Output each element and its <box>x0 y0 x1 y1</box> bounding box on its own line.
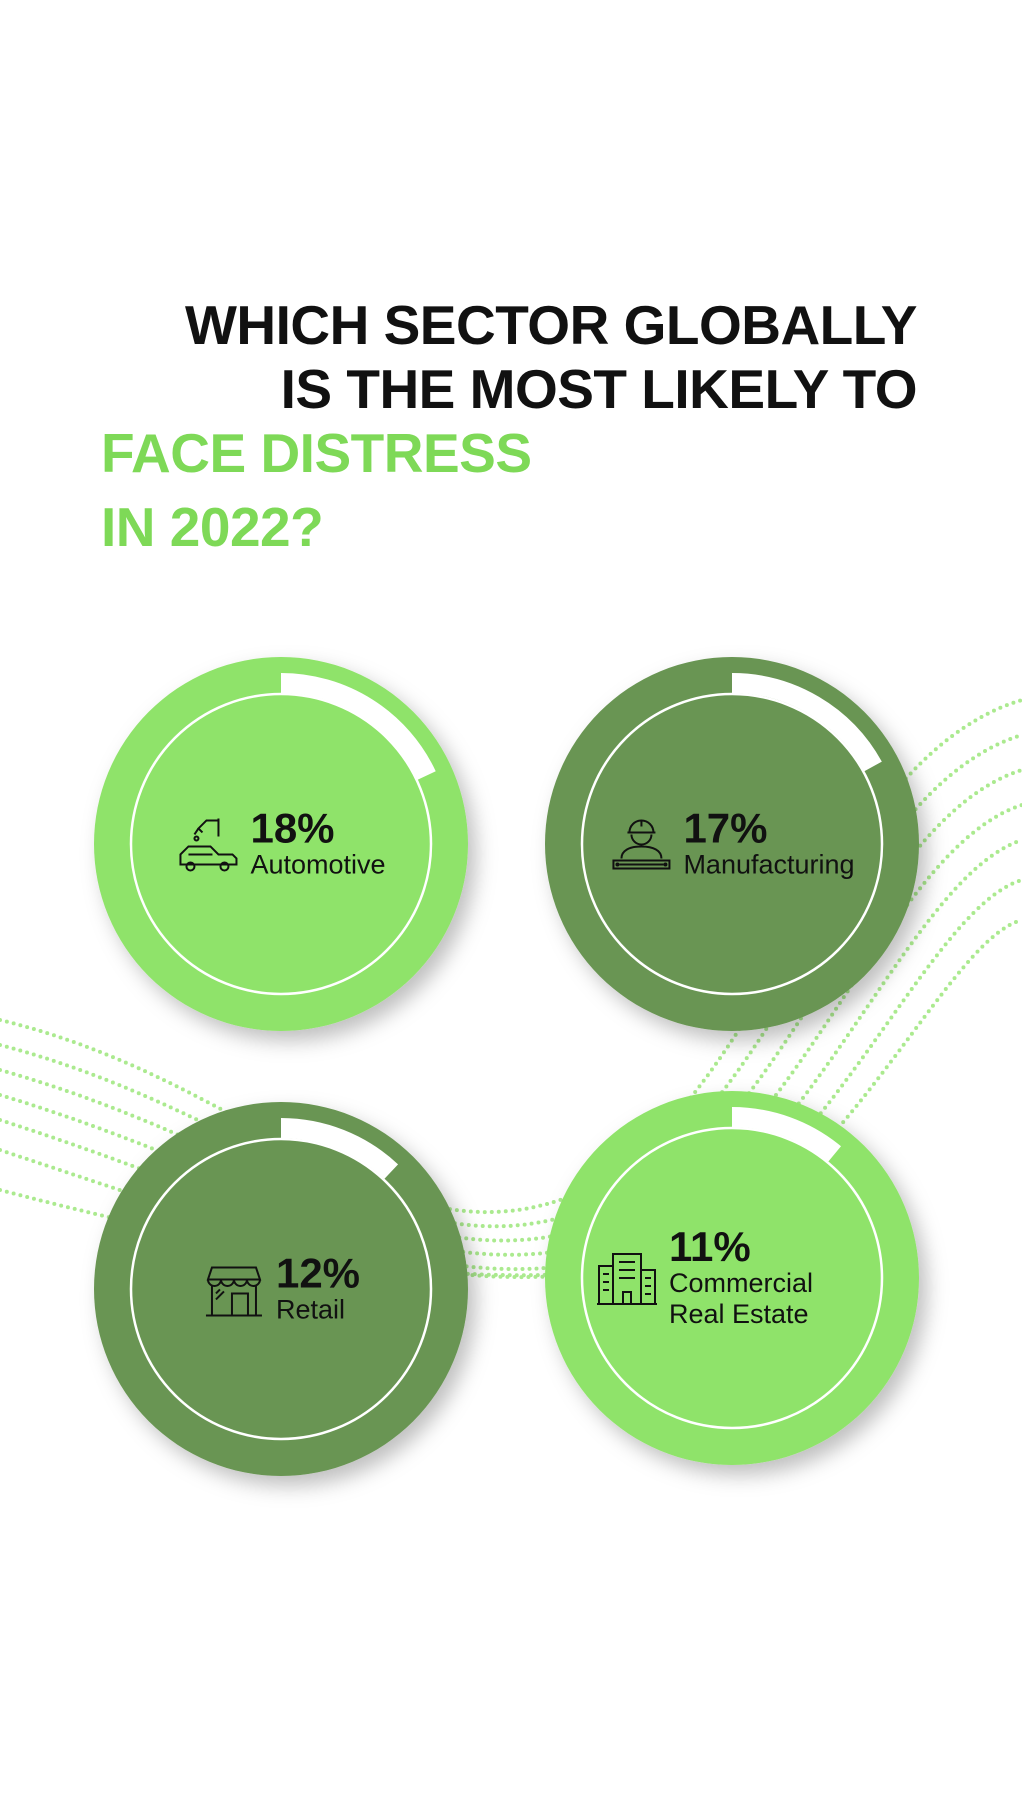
gauge-ring <box>129 1137 433 1441</box>
progress-arc <box>280 673 436 780</box>
gauge-ring <box>580 692 884 996</box>
title-line: IS THE MOST LIKELY TO <box>280 358 918 420</box>
subtitle-line: FACE DISTRESS <box>101 422 532 484</box>
category-label: Automotive <box>250 849 386 880</box>
car-icon <box>179 817 238 871</box>
progress-arc <box>731 1107 841 1162</box>
gauge-disc <box>545 657 919 1031</box>
sector-item: 12% Retail <box>202 1252 360 1325</box>
worker-icon <box>612 818 671 869</box>
building-icon <box>597 1253 657 1305</box>
category-label: Retail <box>275 1294 345 1325</box>
progress-arc <box>280 1118 399 1180</box>
gauge-ring <box>580 1126 884 1430</box>
progress-arc <box>731 673 882 772</box>
category-label: Manufacturing <box>683 849 855 880</box>
sector-item: 18% Automotive <box>176 804 386 880</box>
value-label: 11% <box>669 1222 751 1270</box>
subtitle-line: IN 2022? <box>101 496 324 558</box>
value-label: 17% <box>683 804 768 852</box>
gauge-disc <box>94 1102 468 1476</box>
title-line: WHICH SECTOR GLOBALLY <box>184 294 918 356</box>
category-label: Commercial Real Estate <box>669 1267 814 1329</box>
gauge-disc <box>94 657 468 1031</box>
sector-item: 17% Manufacturing <box>609 804 855 880</box>
value-label: 18% <box>250 804 335 852</box>
gauge-disc <box>545 1091 919 1465</box>
gauge-ring <box>129 692 433 996</box>
sector-item: 11% Commercial Real Estate <box>595 1222 869 1330</box>
shop-icon <box>205 1265 262 1316</box>
value-label: 12% <box>275 1249 361 1297</box>
